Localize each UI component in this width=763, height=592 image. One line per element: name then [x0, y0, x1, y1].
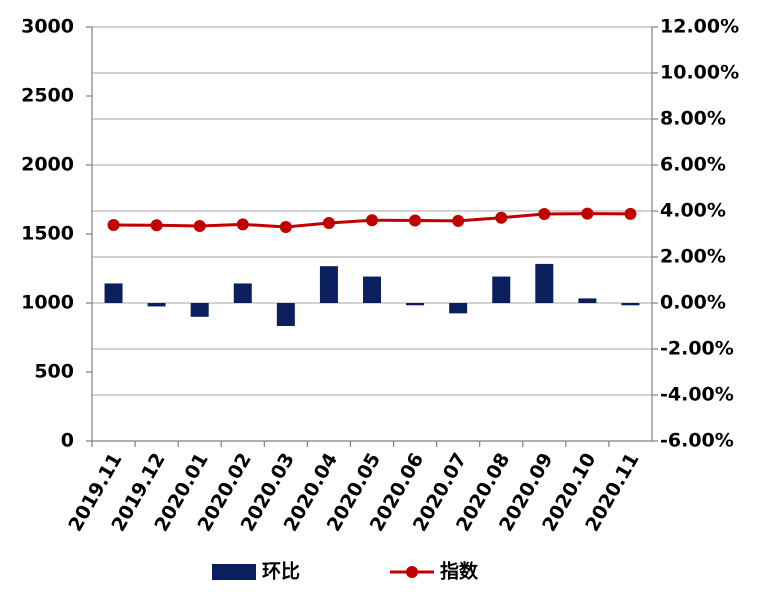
- marker: [538, 207, 551, 220]
- bar: [104, 283, 123, 303]
- marker: [409, 214, 422, 227]
- marker: [150, 219, 163, 232]
- y2-tick-label: 2.00%: [660, 246, 726, 268]
- bar: [276, 303, 295, 326]
- marker: [581, 207, 594, 220]
- y-tick-label: 1000: [21, 292, 74, 314]
- marker: [236, 218, 249, 231]
- marker: [279, 220, 292, 233]
- bar: [492, 276, 511, 303]
- y2-tick-label: -4.00%: [660, 384, 734, 406]
- y2-tick-label: 0.00%: [660, 292, 726, 314]
- y2-tick-label: 8.00%: [660, 108, 726, 130]
- marker: [107, 219, 120, 232]
- legend-swatch: [212, 564, 256, 580]
- marker: [495, 211, 508, 224]
- y-tick-label: 0: [61, 430, 74, 452]
- y-tick-label: 1500: [21, 223, 74, 245]
- bar: [190, 303, 209, 317]
- bar: [535, 263, 554, 303]
- y-tick-label: 3000: [21, 16, 74, 38]
- bar: [449, 303, 468, 314]
- bar: [578, 298, 597, 303]
- y2-tick-label: 4.00%: [660, 200, 726, 222]
- y2-tick-label: 6.00%: [660, 154, 726, 176]
- y2-tick-label: -6.00%: [660, 430, 734, 452]
- bar: [406, 303, 425, 306]
- y-tick-label: 500: [34, 361, 74, 383]
- marker: [322, 216, 335, 229]
- marker: [366, 214, 378, 227]
- legend-label: 环比: [262, 561, 300, 583]
- y2-tick-label: 10.00%: [660, 62, 739, 84]
- bar: [147, 303, 166, 307]
- y-tick-label: 2500: [21, 85, 74, 107]
- bar: [319, 266, 338, 303]
- y-tick-label: 2000: [21, 154, 74, 176]
- bar: [233, 283, 252, 303]
- legend-label: 指数: [440, 560, 479, 583]
- legend-marker: [406, 566, 418, 578]
- y2-tick-label: 12.00%: [660, 16, 739, 38]
- bar: [363, 276, 381, 303]
- marker: [452, 214, 465, 227]
- marker: [193, 219, 206, 232]
- y2-tick-label: -2.00%: [660, 338, 734, 360]
- marker: [624, 207, 637, 220]
- bar: [621, 303, 640, 306]
